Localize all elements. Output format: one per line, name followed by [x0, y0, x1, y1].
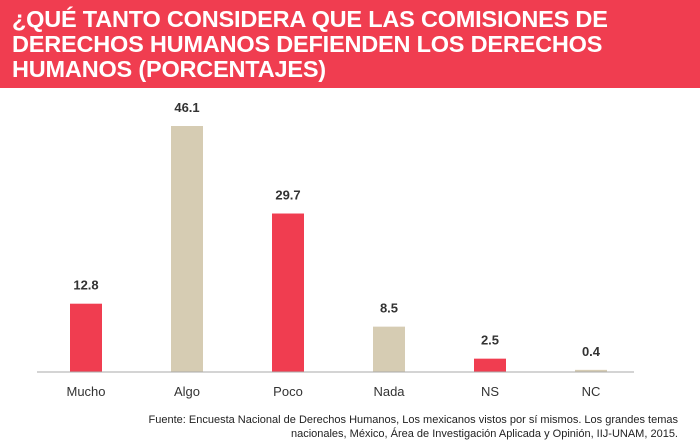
value-label-algo: 46.1 — [174, 100, 199, 115]
bar-nada — [373, 326, 405, 372]
chart-title: ¿QUÉ TANTO CONSIDERA QUE LAS COMISIONES … — [12, 6, 608, 82]
value-label-nc: 0.4 — [582, 344, 601, 359]
value-label-mucho: 12.8 — [73, 278, 98, 293]
title-banner: ¿QUÉ TANTO CONSIDERA QUE LAS COMISIONES … — [0, 0, 700, 88]
source-note: Fuente: Encuesta Nacional de Derechos Hu… — [148, 414, 678, 440]
value-label-poco: 29.7 — [275, 188, 300, 203]
category-label-poco: Poco — [273, 384, 303, 399]
bar-algo — [171, 126, 203, 372]
bar-nc — [575, 369, 607, 372]
category-label-nc: NC — [582, 384, 601, 399]
category-label-ns: NS — [481, 384, 499, 399]
category-label-nada: Nada — [373, 384, 405, 399]
bar-poco — [272, 213, 304, 372]
bar-mucho — [70, 303, 102, 372]
bar-chart: 12.8 Mucho 46.1 Algo 29.7 Poco 8.5 Nada 2.5 NS 0.4… — [37, 100, 634, 399]
value-label-nada: 8.5 — [380, 301, 398, 316]
value-label-ns: 2.5 — [481, 333, 499, 348]
category-label-mucho: Mucho — [66, 384, 105, 399]
category-label-algo: Algo — [174, 384, 200, 399]
bar-ns — [474, 358, 506, 372]
